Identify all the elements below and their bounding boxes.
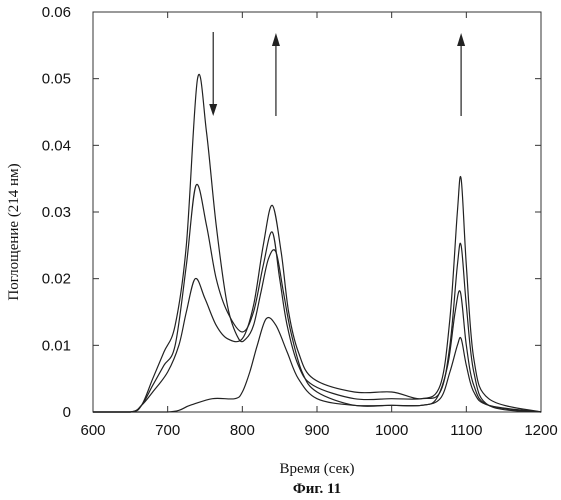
- x-axis-ticks: 600 700 800 900 1000 1100 1200: [80, 12, 557, 439]
- y-tick-label: 0.02: [42, 271, 71, 288]
- arrow-down: [209, 32, 217, 116]
- y-axis-ticks: 0 0.01 0.02 0.03 0.04 0.05 0.06: [42, 4, 541, 421]
- x-tick-label: 1000: [375, 422, 408, 439]
- series-line-4: [93, 318, 541, 412]
- annotation-arrows: [209, 32, 465, 116]
- arrow-up: [272, 33, 280, 116]
- y-tick-label: 0.05: [42, 71, 71, 88]
- series-line-3: [93, 176, 541, 412]
- x-tick-label: 1200: [524, 422, 557, 439]
- x-tick-label: 1100: [450, 422, 482, 439]
- x-tick-label: 900: [304, 422, 329, 439]
- arrow-up: [457, 33, 465, 116]
- y-tick-label: 0.03: [42, 204, 71, 221]
- x-tick-label: 700: [155, 422, 180, 439]
- x-tick-label: 800: [230, 422, 255, 439]
- plot-frame: [93, 12, 541, 412]
- x-axis-title: Время (сек): [279, 461, 354, 477]
- series-line-2: [93, 184, 541, 412]
- y-axis-title: Поглощение (214 нм): [6, 163, 22, 300]
- y-tick-label: 0.01: [42, 337, 71, 354]
- figure-caption: Фиг. 11: [293, 481, 341, 497]
- y-tick-label: 0: [63, 404, 71, 421]
- y-tick-label: 0.06: [42, 4, 71, 21]
- y-tick-label: 0.04: [42, 137, 71, 154]
- x-tick-label: 600: [80, 422, 105, 439]
- series-lines: [93, 74, 541, 412]
